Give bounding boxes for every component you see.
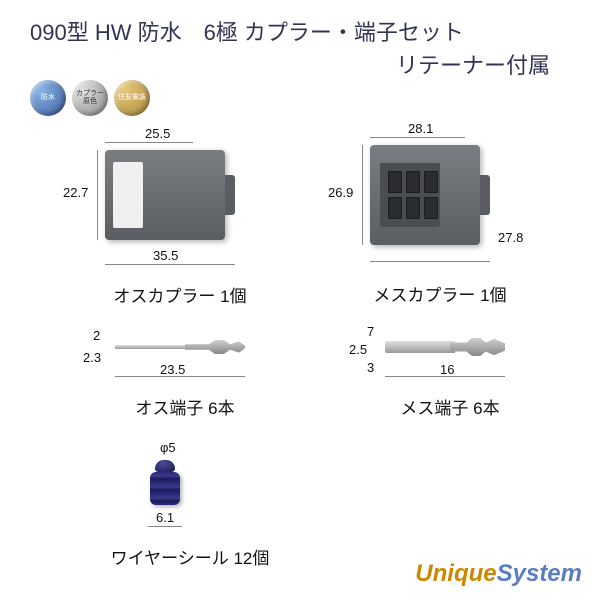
female-coupler-block: 28.1 26.9 27.8 メスカプラー 1個 [370,145,480,245]
dim-male-term-h1: 2 [93,328,100,343]
male-terminal-label: オス端子 6本 [115,394,255,419]
dim-male-height: 22.7 [63,185,88,200]
dim-seal-length: 6.1 [156,510,174,525]
coupler-color-badge: カプラー 原色 [72,80,108,116]
brand-logo: UniqueSystem [415,560,582,588]
dim-seal-diameter: φ5 [160,440,176,455]
dim-female-height: 26.9 [328,185,353,200]
male-coupler-label: オスカプラー 1個 [100,282,260,307]
dim-male-term-len: 23.5 [160,362,185,377]
female-terminal-label: メス端子 6本 [380,394,520,419]
waterproof-badge: 防水 [30,80,66,116]
female-terminal-graphic [385,338,505,356]
male-terminal-graphic [115,340,245,354]
male-terminal-block: 2 2.3 23.5 オス端子 6本 [115,340,245,354]
dim-female-term-h2: 2.5 [349,342,367,357]
dim-male-width-top: 25.5 [145,126,170,141]
dim-female-width-top: 28.1 [408,121,433,136]
dim-male-width-bottom: 35.5 [153,248,178,263]
female-terminal-block: 7 2.5 3 16 メス端子 6本 [385,338,505,356]
product-title: 090型 HW 防水 6極 カプラー・端子セット [30,15,464,47]
dim-female-depth: 27.8 [498,230,523,245]
product-subtitle: リテーナー付属 [396,48,550,80]
male-coupler-graphic [105,150,225,240]
female-coupler-graphic [370,145,480,245]
female-coupler-holes [388,171,438,219]
manufacturer-badge: 住友電装 [114,80,150,116]
dim-female-term-h3: 3 [367,360,374,375]
male-coupler-block: 25.5 22.7 35.5 オスカプラー 1個 [105,150,225,240]
dim-female-term-len: 16 [440,362,454,377]
wire-seal-graphic [150,460,180,505]
badge-row: 防水 カプラー 原色 住友電装 [30,80,150,116]
logo-part-a: Unique [415,560,496,587]
logo-part-b: System [497,560,582,587]
wire-seal-block: φ5 6.1 ワイヤーシール 12個 [150,460,180,505]
dim-male-term-h2: 2.3 [83,350,101,365]
dim-female-term-h1: 7 [367,324,374,339]
female-coupler-label: メスカプラー 1個 [360,281,520,306]
wire-seal-label: ワイヤーシール 12個 [90,544,290,569]
